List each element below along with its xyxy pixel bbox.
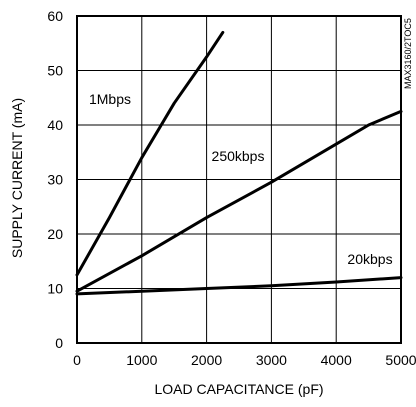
x-tick-label: 0 <box>73 352 81 368</box>
y-tick-label: 60 <box>47 8 63 24</box>
y-tick-label: 10 <box>47 281 63 297</box>
x-tick-label: 3000 <box>256 352 287 368</box>
series-line-250kbps <box>75 109 403 293</box>
series-label-20kbps: 20kbps <box>347 251 392 267</box>
plot-frame <box>76 15 402 344</box>
series-lines <box>75 30 403 296</box>
y-tick-label: 50 <box>47 63 63 79</box>
x-axis-ticks: 0 1000 2000 3000 4000 5000 <box>73 352 416 368</box>
grid <box>76 15 402 344</box>
series-label-1mbps: 1Mbps <box>89 91 131 107</box>
series-line-1mbps <box>75 30 225 277</box>
series-line-20kbps <box>75 276 403 296</box>
y-tick-label: 0 <box>55 335 63 351</box>
figure-code: MAX3160/2TOC5 <box>403 18 413 89</box>
y-axis-title: SUPPLY CURRENT (mA) <box>9 98 25 258</box>
x-axis-title: LOAD CAPACITANCE (pF) <box>154 381 323 397</box>
x-tick-label: 1000 <box>126 352 157 368</box>
y-tick-label: 30 <box>47 172 63 188</box>
x-tick-label: 2000 <box>191 352 222 368</box>
y-tick-label: 40 <box>47 117 63 133</box>
x-tick-label: 5000 <box>385 352 416 368</box>
y-axis-ticks: 0 10 20 30 40 50 60 <box>47 8 63 351</box>
series-labels: 1Mbps 250kbps 20kbps <box>89 91 393 267</box>
x-tick-label: 4000 <box>321 352 352 368</box>
y-tick-label: 20 <box>47 226 63 242</box>
series-label-250kbps: 250kbps <box>212 148 265 164</box>
